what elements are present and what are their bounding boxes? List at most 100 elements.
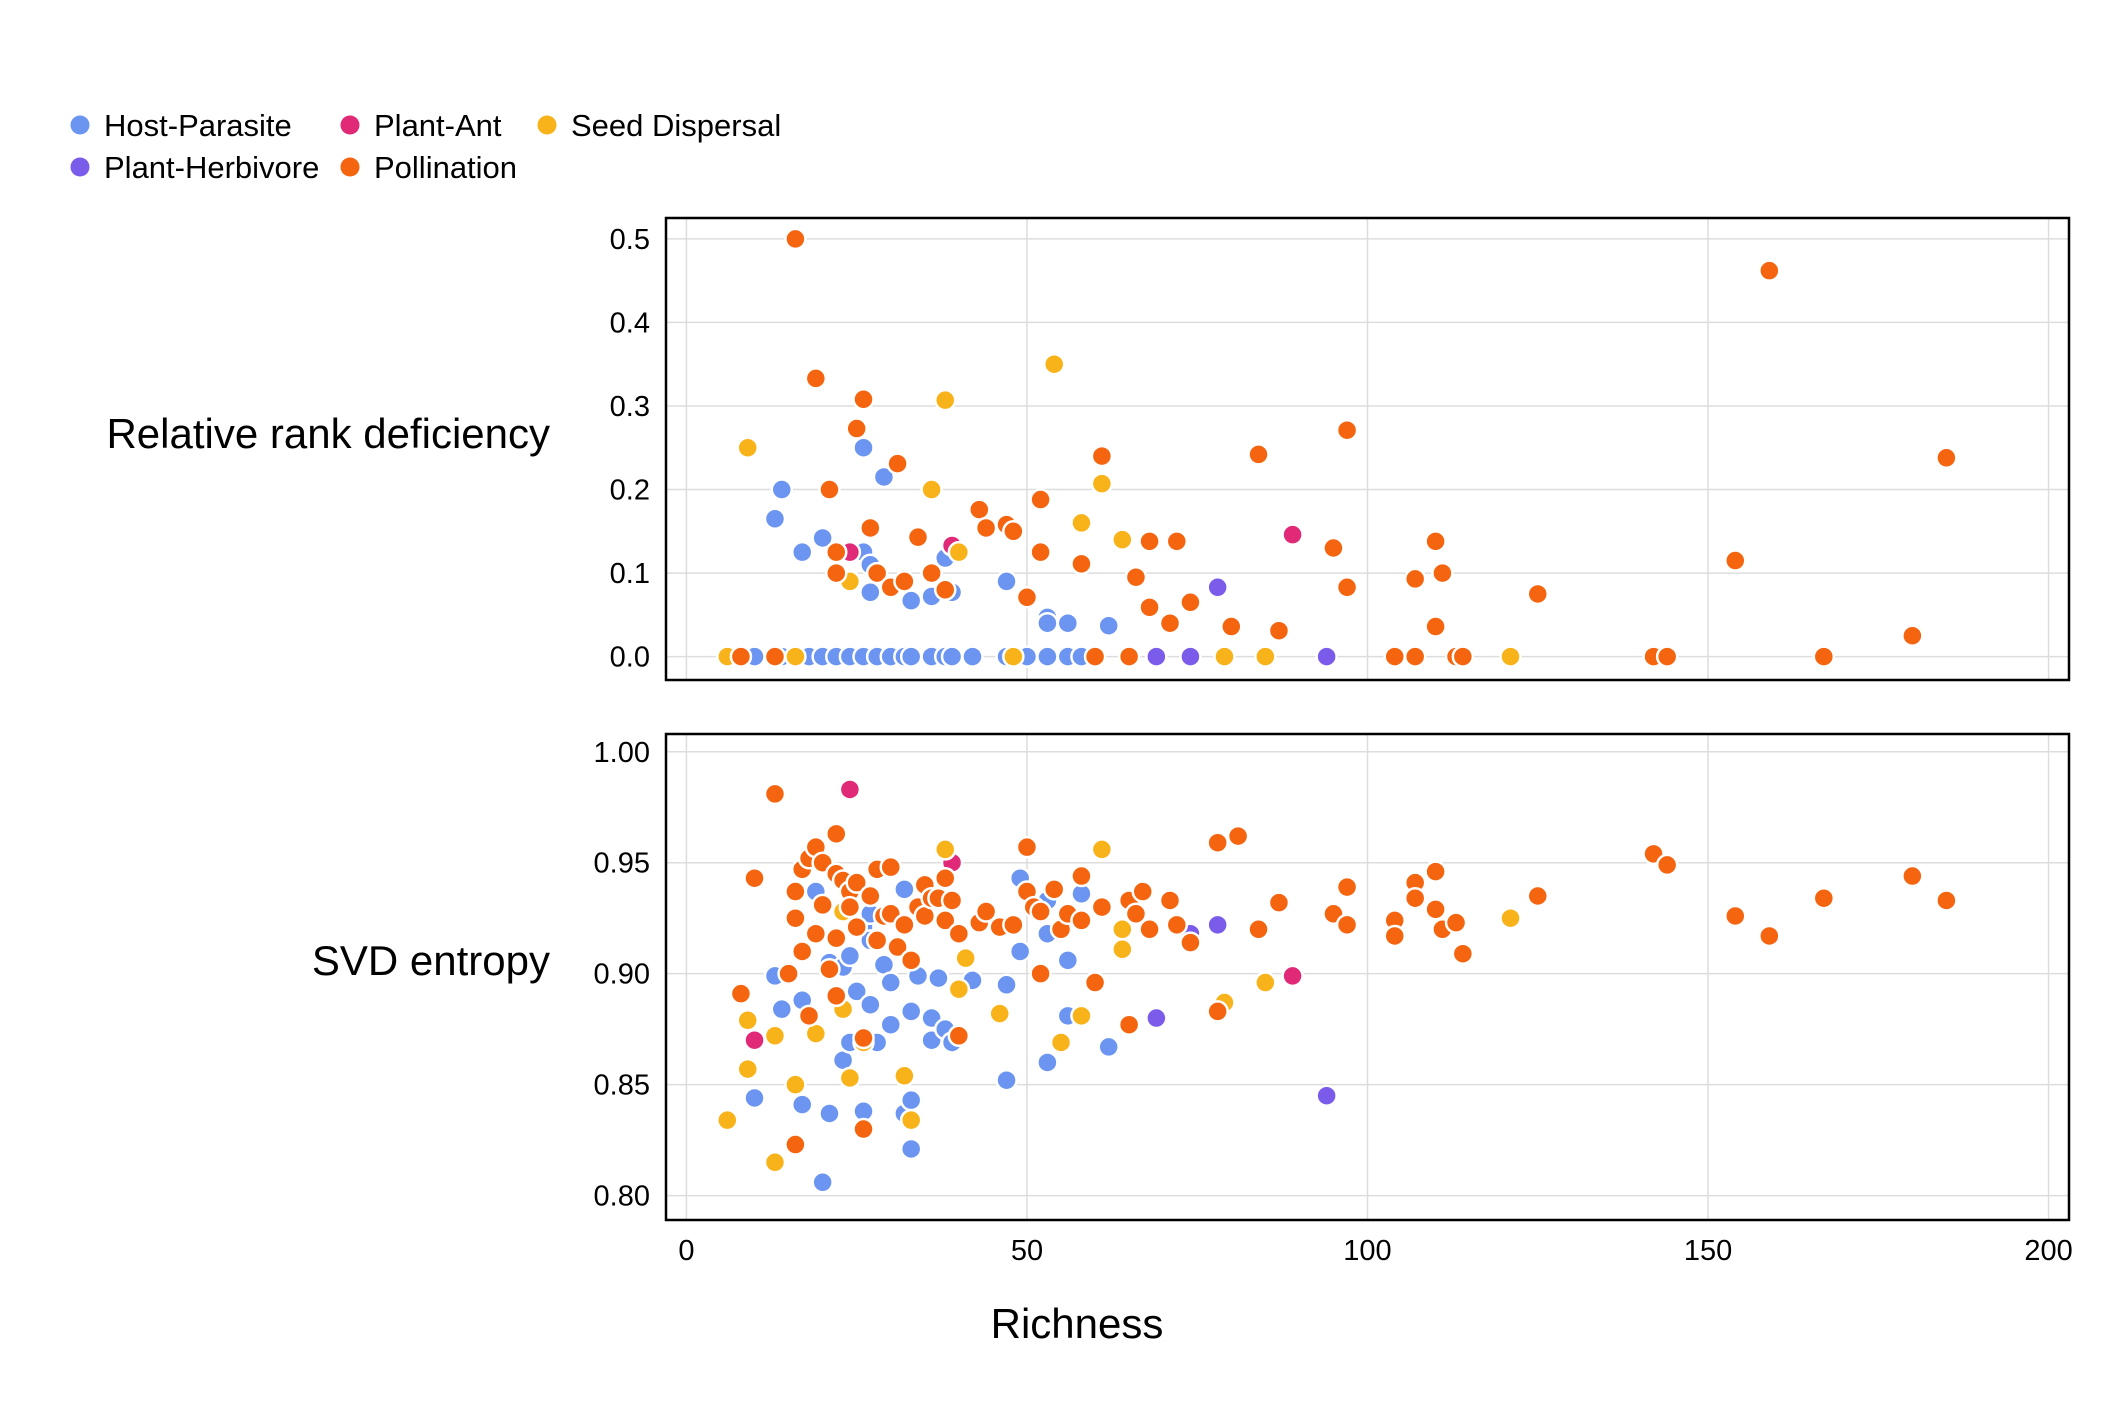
series-plant-herbivore	[1145, 913, 1338, 1107]
data-point-pollination	[974, 516, 998, 540]
data-point-pollination	[947, 922, 971, 945]
data-point-pollination	[1383, 924, 1406, 948]
data-point-pollination	[784, 227, 807, 251]
data-point-host-parasite	[743, 1086, 766, 1110]
data-point-host-parasite	[790, 1093, 814, 1116]
y-tick-label: 0.95	[594, 848, 650, 880]
data-point-seed-dispersal	[1499, 645, 1522, 668]
data-point-host-parasite	[995, 1068, 1018, 1092]
data-point-plant-ant	[838, 778, 862, 801]
data-point-host-parasite	[852, 436, 875, 459]
data-point-host-parasite	[1097, 1035, 1120, 1059]
data-point-seed-dispersal	[736, 1057, 759, 1081]
legend-item-pollination: Pollination	[340, 150, 517, 185]
data-point-seed-dispersal	[933, 388, 957, 412]
data-point-pollination	[845, 915, 868, 939]
plot-frame	[664, 732, 2071, 1222]
data-point-pollination	[790, 940, 814, 963]
data-point-pollination	[865, 929, 889, 952]
data-point-pollination	[1117, 1013, 1141, 1036]
y-axis-title: Relative rank deficiency	[106, 410, 550, 457]
data-point-pollination	[852, 1117, 875, 1141]
panel-relative-rank-deficiency: 0.0 0.1 0.2 0.3 0.4 0.5 Relative rank deficie…	[106, 216, 2071, 682]
data-point-seed-dispersal	[736, 1009, 759, 1032]
data-point-pollination	[1335, 418, 1359, 442]
y-tick-label: 0.4	[610, 307, 650, 339]
data-point-pollination	[852, 388, 875, 411]
x-tick-label: 0	[678, 1235, 694, 1267]
legend-marker	[340, 115, 360, 135]
data-point-pollination	[1424, 615, 1447, 638]
data-point-pollination	[1138, 530, 1161, 553]
data-point-pollination	[940, 889, 964, 912]
data-point-pollination	[1090, 444, 1114, 468]
legend-label: Pollination	[374, 150, 517, 185]
data-point-seed-dispersal	[716, 1108, 739, 1132]
data-point-pollination	[1403, 886, 1427, 910]
data-point-seed-dispersal	[1042, 352, 1066, 376]
legend-label: Seed Dispersal	[571, 108, 781, 143]
x-axis-title: Richness	[991, 1300, 1164, 1347]
data-point-pollination	[859, 516, 882, 540]
legend-label: Plant-Ant	[374, 108, 502, 143]
data-point-pollination	[1083, 971, 1107, 994]
data-point-pollination	[784, 1133, 807, 1156]
data-point-host-parasite	[1008, 940, 1032, 963]
data-point-pollination	[1002, 520, 1025, 543]
data-point-host-parasite	[899, 1000, 923, 1023]
data-point-seed-dispersal	[1002, 645, 1025, 668]
y-tick-label: 0.80	[594, 1181, 650, 1213]
data-point-pollination	[1158, 611, 1182, 635]
data-point-host-parasite	[818, 1102, 841, 1125]
data-point-pollination	[1267, 891, 1291, 914]
data-point-host-parasite	[845, 980, 868, 1003]
data-point-pollination	[825, 540, 848, 564]
data-point-seed-dispersal	[920, 478, 943, 501]
data-point-pollination	[1029, 488, 1052, 511]
y-tick-label: 0.2	[610, 475, 650, 507]
data-point-pollination	[818, 478, 841, 501]
data-point-seed-dispersal	[988, 1002, 1011, 1025]
data-point-seed-dispersal	[1213, 645, 1236, 668]
data-point-pollination	[1935, 889, 1958, 912]
data-point-pollination	[784, 906, 807, 930]
data-point-seed-dispersal	[893, 1064, 916, 1088]
data-point-pollination	[1029, 900, 1052, 923]
data-point-pollination	[1424, 860, 1447, 883]
data-point-pollination	[1015, 586, 1039, 609]
data-point-seed-dispersal	[784, 645, 807, 668]
data-point-pollination	[886, 452, 909, 475]
data-point-host-parasite	[995, 973, 1018, 997]
data-point-pollination	[1220, 615, 1243, 638]
data-point-pollination	[1403, 645, 1427, 668]
legend-item-plant-herbivore: Plant-Herbivore	[70, 150, 319, 185]
legend-label: Host-Parasite	[104, 108, 292, 143]
data-point-seed-dispersal	[954, 946, 977, 970]
data-point-pollination	[825, 984, 848, 1008]
data-point-seed-dispersal	[1499, 906, 1522, 930]
data-point-host-parasite	[899, 645, 923, 668]
data-point-pollination	[1131, 880, 1154, 903]
x-tick-label: 50	[1011, 1235, 1043, 1267]
data-point-pollination	[933, 909, 957, 932]
legend-item-host-parasite: Host-Parasite	[70, 108, 292, 143]
y-tick-label: 0.90	[594, 959, 650, 991]
data-point-pollination	[825, 822, 848, 846]
data-point-seed-dispersal	[947, 540, 971, 564]
data-point-pollination	[1335, 913, 1359, 937]
data-point-host-parasite	[1036, 611, 1059, 635]
data-point-pollination	[1015, 835, 1039, 859]
data-point-seed-dispersal	[736, 436, 759, 459]
data-point-host-parasite	[927, 966, 950, 990]
data-point-seed-dispersal	[838, 1066, 862, 1090]
data-point-pollination	[1758, 924, 1781, 948]
data-point-host-parasite	[838, 944, 862, 968]
data-point-host-parasite	[940, 645, 964, 668]
data-point-pollination	[1724, 549, 1747, 572]
data-point-plant-herbivore	[1145, 1006, 1168, 1030]
data-point-pollination	[865, 561, 889, 585]
y-tick-label: 0.85	[594, 1070, 650, 1102]
data-point-host-parasite	[899, 1137, 923, 1161]
data-point-pollination	[906, 525, 930, 549]
data-point-pollination	[804, 367, 828, 390]
